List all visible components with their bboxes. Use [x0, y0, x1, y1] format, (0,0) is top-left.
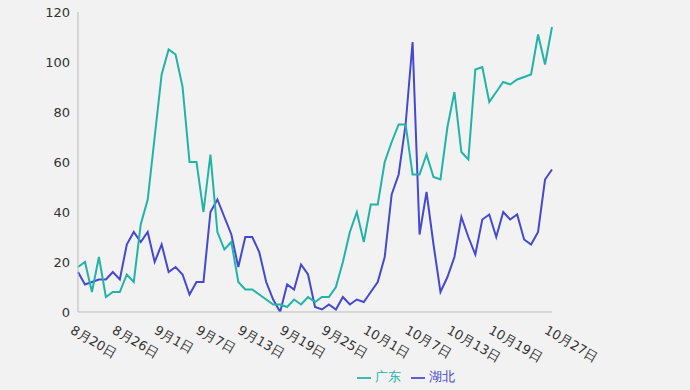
svg-text:8月26日: 8月26日 [110, 322, 162, 360]
svg-text:10月1日: 10月1日 [361, 322, 413, 360]
html-text:湖北: 湖北 [429, 369, 455, 384]
svg-text:9月25日: 9月25日 [319, 322, 371, 360]
svg-text:10月7日: 10月7日 [403, 322, 455, 360]
svg-text:8月20日: 8月20日 [68, 322, 120, 360]
svg-text:0: 0 [62, 305, 70, 320]
svg-text:9月19日: 9月19日 [277, 322, 329, 360]
svg-text:9月13日: 9月13日 [235, 322, 287, 360]
svg-text:60: 60 [53, 155, 70, 170]
svg-text:10月13日: 10月13日 [444, 322, 504, 365]
svg-text:120: 120 [45, 5, 70, 20]
html-text:广东: 广东 [375, 369, 401, 384]
svg-text:9月1日: 9月1日 [152, 322, 196, 356]
svg-text:10月27日: 10月27日 [542, 322, 601, 365]
svg-text:40: 40 [53, 205, 70, 220]
svg-text:9月7日: 9月7日 [194, 322, 238, 356]
svg-text:10月19日: 10月19日 [486, 322, 545, 365]
svg-text:20: 20 [53, 255, 70, 270]
svg-text:80: 80 [53, 105, 70, 120]
svg-text:100: 100 [45, 55, 70, 70]
